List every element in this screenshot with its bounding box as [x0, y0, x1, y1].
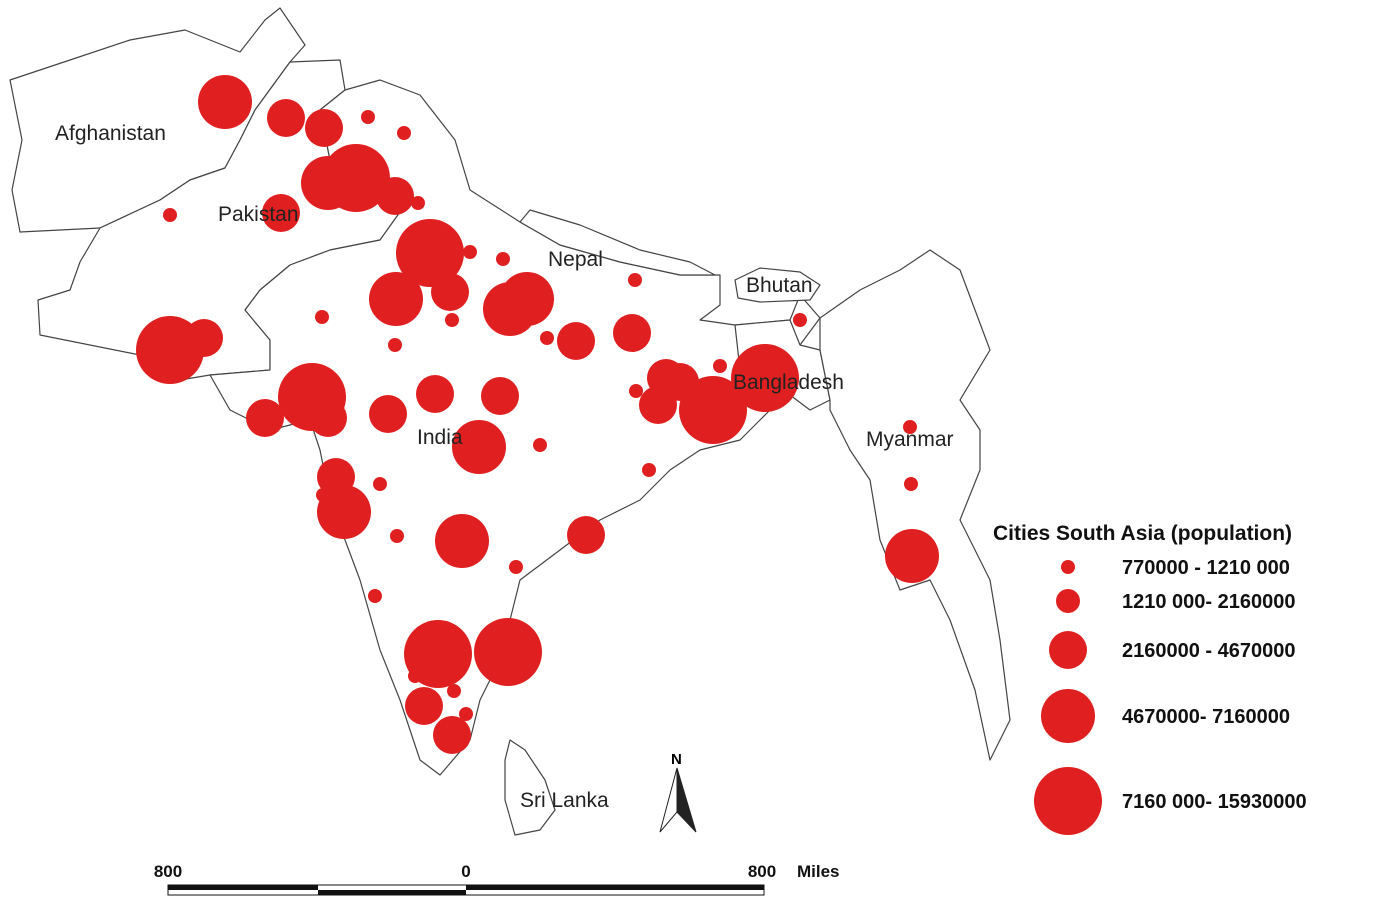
city-marker — [390, 529, 404, 543]
city-marker — [163, 208, 177, 222]
north-arrow: N — [659, 751, 697, 833]
legend-symbol — [1049, 631, 1087, 669]
city-marker — [540, 331, 554, 345]
legend-label: 7160 000- 15930000 — [1122, 791, 1307, 813]
legend-label: 770000 - 1210 000 — [1122, 557, 1290, 579]
scale-label: 800 — [748, 862, 776, 881]
country-label: Sri Lanka — [520, 789, 609, 812]
arrow-right — [676, 767, 697, 833]
legend-symbol — [1061, 560, 1075, 574]
city-marker — [713, 359, 727, 373]
city-marker — [679, 376, 747, 444]
country-label: Bhutan — [746, 274, 813, 297]
scale-segment — [318, 890, 466, 895]
city-marker — [903, 420, 917, 434]
city-marker — [416, 375, 454, 413]
city-marker — [452, 420, 506, 474]
scale-label: 800 — [154, 862, 182, 881]
country-label: Myanmar — [866, 428, 954, 451]
city-marker — [481, 377, 519, 415]
city-marker — [463, 245, 477, 259]
country-label: Afghanistan — [55, 122, 166, 145]
city-marker — [500, 272, 554, 326]
city-marker — [435, 514, 489, 568]
legend: Cities South Asia (population) 770000 - … — [993, 522, 1307, 835]
city-marker — [305, 109, 343, 147]
city-marker — [496, 252, 510, 266]
city-marker — [397, 126, 411, 140]
nepal-outline — [519, 209, 716, 276]
city-marker — [246, 399, 284, 437]
legend-label: 4670000- 7160000 — [1122, 706, 1290, 728]
city-marker — [405, 687, 443, 725]
city-marker — [459, 707, 473, 721]
sri-lanka-outline — [504, 739, 556, 836]
city-marker — [408, 669, 422, 683]
scale-label: 0 — [461, 862, 470, 881]
city-marker — [315, 310, 329, 324]
city-marker — [904, 477, 918, 491]
bhutan-outline — [734, 267, 821, 303]
country-label: Nepal — [548, 248, 603, 271]
city-marker — [368, 589, 382, 603]
city-marker — [447, 684, 461, 698]
city-marker — [433, 716, 471, 754]
arrow-left — [659, 767, 678, 833]
outlines — [9, 7, 1011, 836]
city-marker — [185, 319, 223, 357]
city-marker — [731, 344, 799, 412]
city-marker — [567, 516, 605, 554]
legend-label: 1210 000- 2160000 — [1122, 591, 1296, 613]
city-marker — [317, 485, 371, 539]
country-label: India — [417, 426, 463, 449]
city-marker — [628, 273, 642, 287]
city-marker — [376, 177, 414, 215]
city-marker — [369, 395, 407, 433]
city-marker — [474, 618, 542, 686]
legend-symbol — [1056, 589, 1080, 613]
city-marker — [396, 219, 464, 287]
scale-segment — [466, 885, 764, 890]
city-marker — [411, 196, 425, 210]
myanmar-outline — [819, 249, 1011, 761]
city-marker — [369, 272, 423, 326]
city-marker — [642, 463, 656, 477]
city-marker — [262, 194, 300, 232]
city-marker — [509, 560, 523, 574]
legend-symbol — [1034, 767, 1102, 835]
city-marker — [445, 313, 459, 327]
city-marker — [885, 529, 939, 583]
city-marker — [613, 314, 651, 352]
city-marker — [322, 144, 390, 212]
north-label: N — [671, 751, 682, 768]
country-label: Pakistan — [218, 203, 299, 226]
city-marker — [533, 438, 547, 452]
city-marker — [388, 338, 402, 352]
country-label: Bangladesh — [733, 371, 844, 394]
legend-symbol — [1041, 689, 1095, 743]
legend-label: 2160000 - 4670000 — [1122, 640, 1296, 662]
scale-unit: Miles — [797, 862, 840, 881]
legend-title: Cities South Asia (population) — [993, 522, 1292, 545]
scale-segment — [168, 885, 318, 890]
city-marker — [404, 620, 472, 688]
city-marker — [309, 399, 347, 437]
city-marker — [431, 273, 469, 311]
city-marker — [267, 99, 305, 137]
scale-bar: 800 0 800 Miles — [154, 862, 840, 896]
city-marker — [629, 384, 643, 398]
city-marker — [793, 313, 807, 327]
cities — [136, 75, 939, 754]
country-labels: Afghanistan Pakistan Nepal Bhutan Bangla… — [55, 122, 954, 812]
city-marker — [198, 75, 252, 129]
city-marker — [373, 477, 387, 491]
city-marker — [361, 110, 375, 124]
city-marker — [557, 322, 595, 360]
